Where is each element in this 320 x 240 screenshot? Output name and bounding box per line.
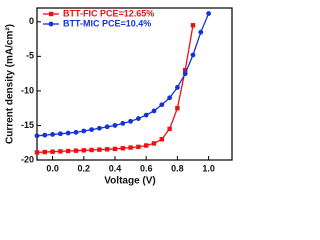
marker bbox=[136, 116, 141, 121]
marker bbox=[73, 129, 79, 135]
marker bbox=[81, 128, 87, 134]
y-tick-label: -20 bbox=[21, 154, 34, 164]
plot-frame bbox=[36, 7, 233, 161]
marker bbox=[159, 102, 165, 108]
marker bbox=[112, 123, 118, 128]
y-axis-label: Current density (mA/cm²) bbox=[5, 24, 16, 144]
legend-label: BTT-MIC PCE=10.4% bbox=[63, 18, 151, 28]
x-tick-label: 0.6 bbox=[140, 163, 153, 173]
marker bbox=[182, 71, 188, 77]
marker bbox=[198, 29, 204, 35]
legend-marker bbox=[49, 11, 54, 17]
marker bbox=[175, 85, 180, 90]
marker bbox=[183, 67, 188, 73]
marker bbox=[81, 148, 86, 153]
marker bbox=[65, 130, 71, 136]
marker bbox=[105, 147, 110, 152]
legend-label: BTT-FIC PCE=12.65% bbox=[63, 8, 154, 18]
marker bbox=[97, 125, 102, 131]
marker bbox=[89, 127, 94, 132]
x-tick-label: 0.0 bbox=[46, 163, 59, 173]
marker bbox=[206, 11, 212, 16]
marker bbox=[167, 95, 173, 101]
marker bbox=[34, 133, 40, 139]
marker bbox=[151, 108, 157, 114]
chart: Voltage (V) Current density (mA/cm²) 0 -5… bbox=[5, 7, 233, 187]
marker bbox=[89, 147, 94, 153]
marker bbox=[73, 148, 79, 153]
marker bbox=[34, 150, 40, 155]
marker bbox=[128, 118, 134, 124]
marker bbox=[151, 141, 157, 146]
marker bbox=[104, 124, 110, 130]
marker bbox=[58, 149, 63, 154]
marker bbox=[120, 120, 126, 126]
legend-marker bbox=[48, 21, 54, 27]
marker bbox=[120, 146, 125, 151]
x-tick-label: 1.0 bbox=[202, 163, 215, 173]
x-axis-label: Voltage (V) bbox=[104, 176, 155, 187]
marker bbox=[143, 112, 149, 118]
marker bbox=[159, 137, 164, 142]
x-tick-label: 0.8 bbox=[171, 163, 184, 173]
marker bbox=[42, 149, 47, 155]
marker bbox=[66, 148, 71, 154]
y-tick-label: -5 bbox=[26, 51, 34, 61]
marker bbox=[112, 146, 118, 152]
marker bbox=[190, 23, 196, 28]
marker bbox=[128, 145, 133, 150]
marker bbox=[144, 143, 149, 148]
marker bbox=[167, 126, 172, 132]
series-line bbox=[36, 13, 210, 137]
marker bbox=[190, 52, 196, 58]
marker bbox=[50, 132, 55, 137]
y-tick-label: -15 bbox=[21, 120, 34, 130]
marker bbox=[42, 132, 48, 138]
marker bbox=[58, 131, 63, 137]
marker bbox=[175, 105, 180, 111]
marker bbox=[50, 149, 55, 154]
x-tick-label: 0.4 bbox=[109, 163, 122, 173]
marker bbox=[136, 144, 141, 150]
y-tick-label: 0 bbox=[29, 16, 34, 26]
x-tick-label: 0.2 bbox=[78, 163, 91, 173]
y-tick-label: -10 bbox=[21, 85, 34, 95]
marker bbox=[97, 147, 102, 152]
